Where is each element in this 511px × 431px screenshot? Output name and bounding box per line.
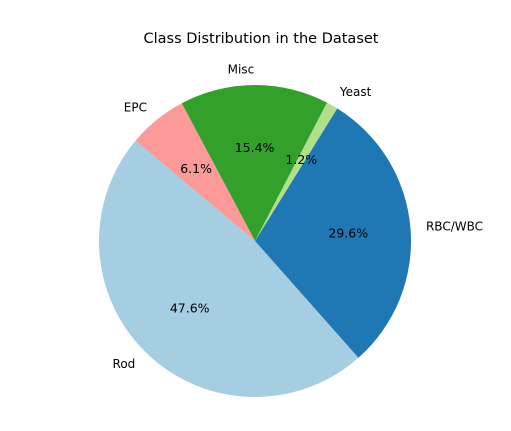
pie-category-label: RBC/WBC [426,219,483,233]
pie-category-label: EPC [124,101,147,115]
pie-percent-label: 15.4% [235,140,275,155]
pie-percent-label: 47.6% [170,301,210,316]
pie-percent-label: 6.1% [180,161,212,176]
pie-percent-label: 1.2% [285,152,317,167]
pie-category-label: Rod [113,357,136,371]
pie-percent-label: 29.6% [328,226,368,241]
pie-slice-rbc-wbc [255,108,412,358]
chart-title: Class Distribution in the Dataset [144,31,379,47]
pie-slice-rod [99,140,359,397]
pie-slices [99,84,412,397]
pie-category-labels: Rod RBC/WBC Yeast Misc EPC [113,62,484,371]
pie-category-label: Misc [228,62,255,76]
pie-category-label: Yeast [339,85,372,99]
pie-slice-misc [181,84,327,241]
pie-percent-labels: 47.6% 29.6% 1.2% 15.4% 6.1% [170,140,368,316]
pie-slice-epc [135,103,255,242]
pie-slice-yeast [255,102,338,241]
